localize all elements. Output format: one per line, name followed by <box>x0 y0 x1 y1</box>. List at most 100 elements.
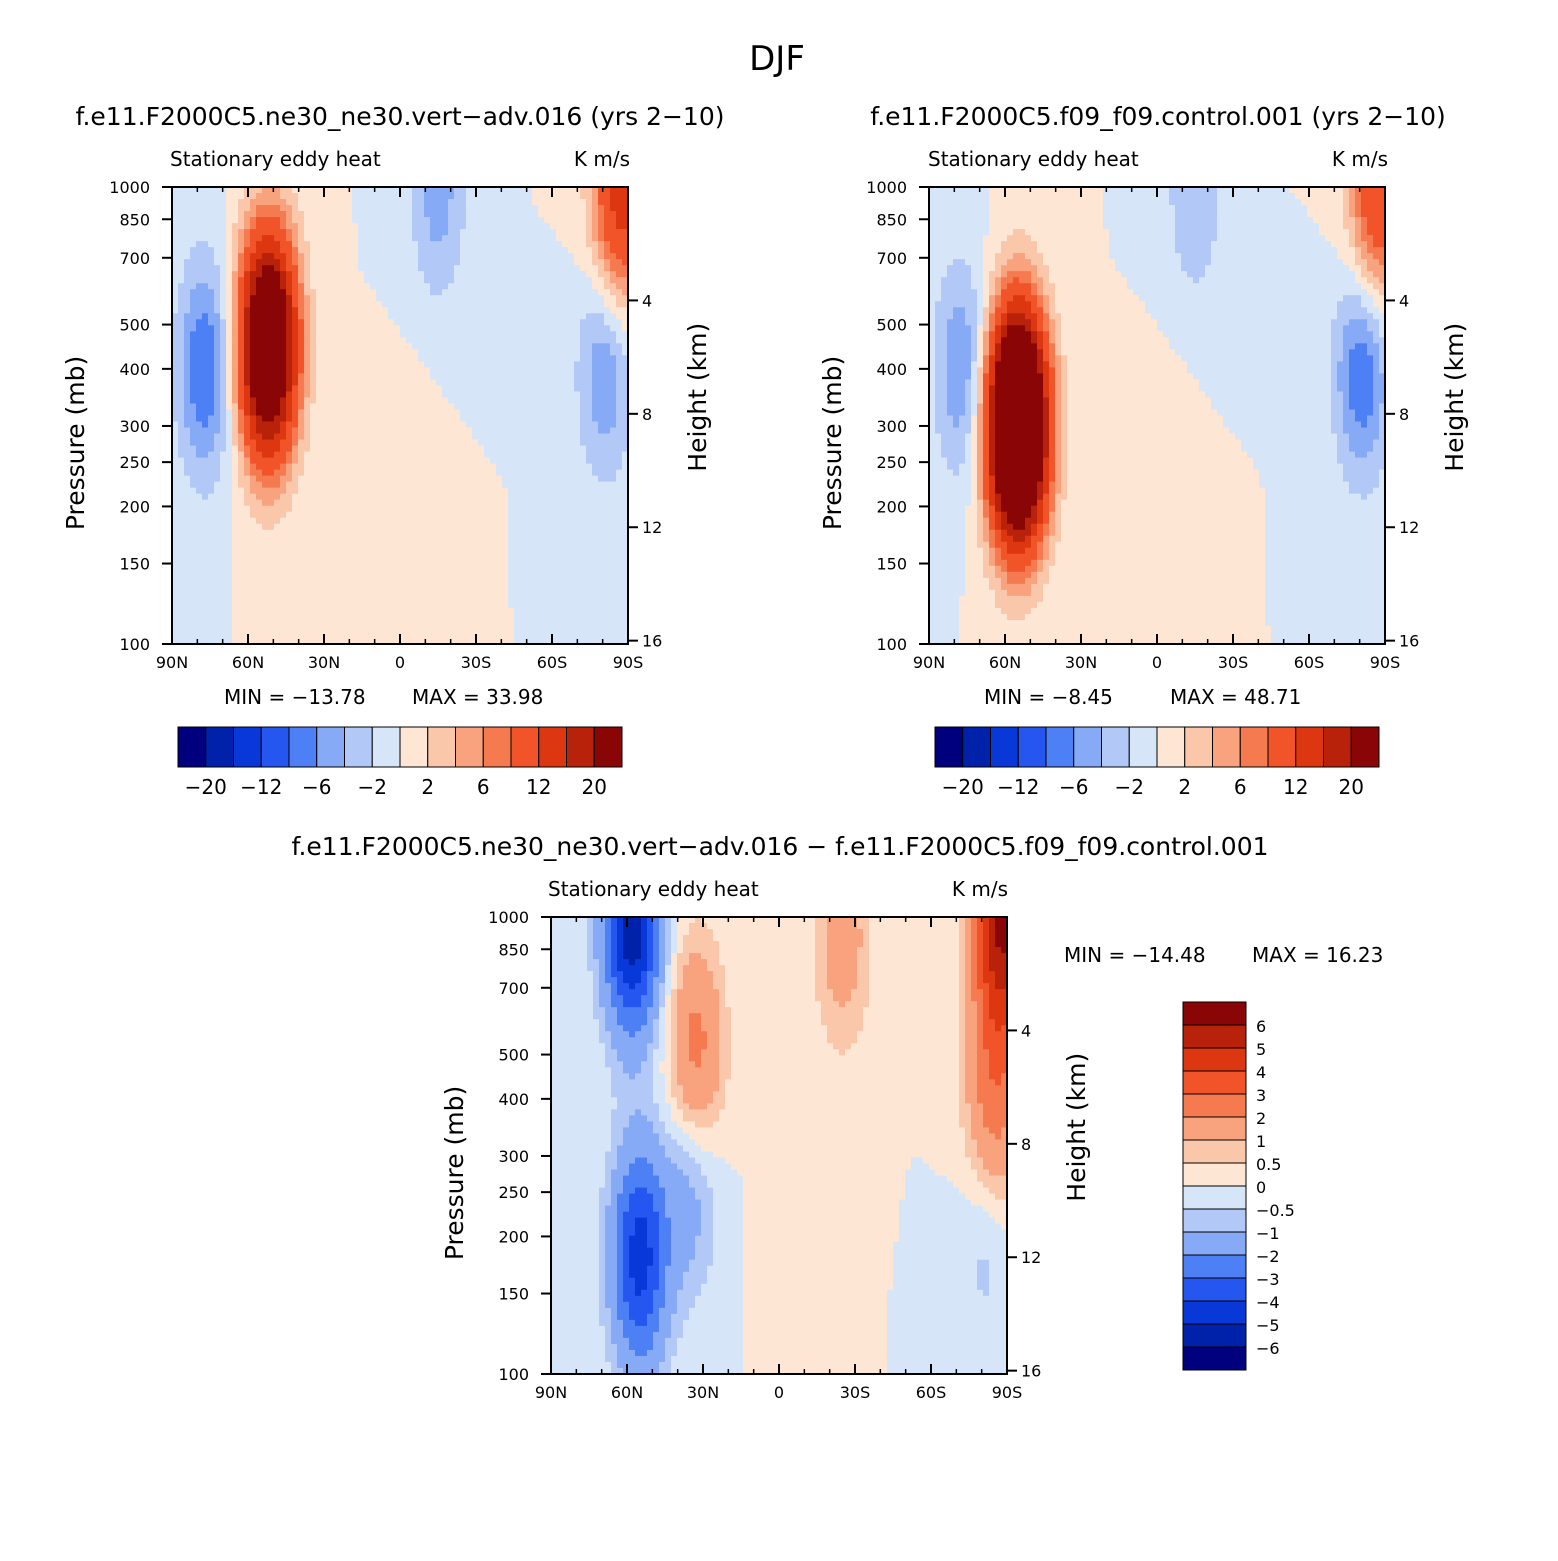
field-cell <box>190 541 197 549</box>
field-cell <box>250 577 257 585</box>
field-cell <box>316 337 323 344</box>
field-cell <box>514 433 521 441</box>
field-cell <box>472 283 479 290</box>
field-cell <box>562 445 569 453</box>
field-cell <box>268 373 275 381</box>
field-cell <box>358 529 365 537</box>
field-cell <box>172 475 179 483</box>
field-cell <box>172 283 179 290</box>
field-cell <box>292 409 299 417</box>
field-cell <box>256 385 263 393</box>
field-cell <box>406 397 413 405</box>
field-cell <box>268 505 275 513</box>
field-cell <box>412 265 419 272</box>
field-cell <box>292 499 299 507</box>
field-cell <box>490 391 497 399</box>
field-cell <box>460 199 467 206</box>
field-cell <box>358 565 365 573</box>
field-cell <box>574 211 581 218</box>
field-cell <box>556 451 563 459</box>
field-cell <box>244 265 251 272</box>
field-cell <box>352 277 359 284</box>
field-cell <box>412 367 419 374</box>
field-cell <box>328 427 335 435</box>
field-cell <box>358 373 365 381</box>
field-cell <box>568 331 575 338</box>
field-cell <box>262 469 269 477</box>
field-cell <box>496 337 503 344</box>
field-cell <box>562 289 569 296</box>
field-cell <box>220 439 227 447</box>
field-cell <box>298 295 305 302</box>
field-cell <box>412 307 419 314</box>
field-cell <box>352 331 359 338</box>
field-cell <box>502 319 509 326</box>
field-cell <box>334 409 341 417</box>
field-cell <box>586 391 593 399</box>
field-cell <box>352 199 359 206</box>
field-cell <box>202 271 209 278</box>
field-cell <box>208 259 215 266</box>
field-cell <box>460 487 467 495</box>
field-cell <box>190 457 197 465</box>
field-cell <box>340 553 347 561</box>
field-cell <box>424 427 431 435</box>
field-cell <box>502 487 509 495</box>
field-cell <box>424 451 431 459</box>
field-cell <box>454 385 461 393</box>
field-cell <box>316 481 323 489</box>
field-cell <box>196 577 203 585</box>
field-cell <box>220 457 227 465</box>
field-cell <box>460 379 467 387</box>
field-cell <box>412 223 419 230</box>
field-cell <box>232 487 239 495</box>
field-cell <box>394 511 401 519</box>
field-cell <box>574 541 581 549</box>
field-cell <box>622 565 628 573</box>
field-cell <box>226 337 233 344</box>
field-cell <box>388 301 395 308</box>
field-cell <box>268 361 275 368</box>
field-cell <box>208 517 215 525</box>
field-cell <box>358 499 365 507</box>
field-cell <box>586 445 593 453</box>
field-cell <box>412 229 419 236</box>
field-cell <box>586 253 593 260</box>
field-cell <box>340 415 347 423</box>
field-cell <box>550 355 557 362</box>
field-cell <box>382 367 389 374</box>
field-cell <box>232 259 239 266</box>
field-cell <box>298 337 305 344</box>
field-cell <box>514 241 521 248</box>
field-cell <box>622 487 628 495</box>
field-cell <box>376 343 383 350</box>
field-cell <box>622 211 628 218</box>
field-cell <box>622 463 628 471</box>
field-cell <box>274 205 281 212</box>
field-cell <box>502 379 509 387</box>
field-cell <box>484 571 491 579</box>
field-cell <box>358 505 365 513</box>
field-cell <box>610 385 617 393</box>
field-cell <box>502 403 509 411</box>
field-cell <box>448 235 455 242</box>
field-cell <box>604 301 611 308</box>
field-cell <box>358 379 365 387</box>
field-cell <box>532 367 539 374</box>
field-cell <box>172 355 179 362</box>
field-cell <box>262 307 269 314</box>
field-cell <box>202 379 209 387</box>
field-cell <box>358 391 365 399</box>
field-cell <box>340 463 347 471</box>
field-cell <box>256 199 263 206</box>
field-cell <box>496 361 503 368</box>
field-cell <box>286 349 293 356</box>
field-cell <box>448 193 455 200</box>
field-cell <box>406 415 413 423</box>
field-cell <box>214 505 221 513</box>
field-cell <box>622 523 628 531</box>
field-cell <box>394 259 401 266</box>
field-cell <box>388 421 395 429</box>
field-cell <box>610 265 617 272</box>
field-cell <box>454 373 461 381</box>
